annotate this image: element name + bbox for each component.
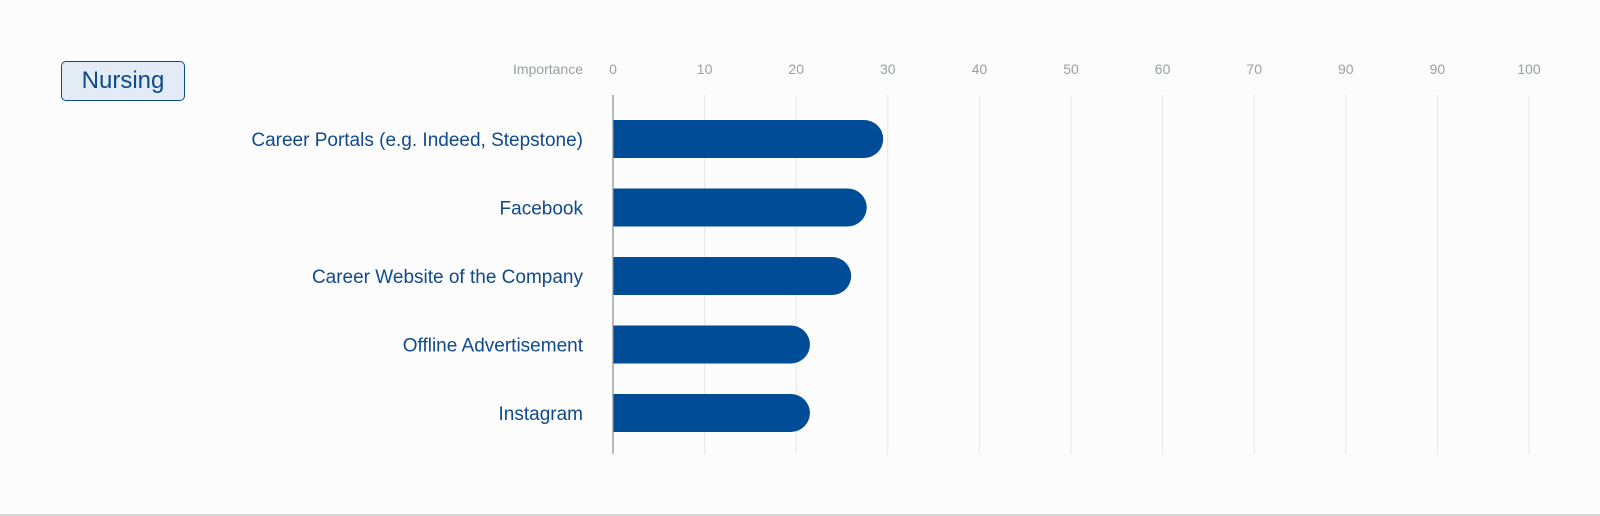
x-tick-label: 50 — [1063, 61, 1079, 77]
x-tick-label: 40 — [972, 61, 988, 77]
x-tick-label: 90 — [1430, 61, 1446, 77]
x-tick-label: 20 — [788, 61, 804, 77]
category-labels: Career Portals (e.g. Indeed, Stepstone) F… — [251, 130, 583, 425]
bottom-divider — [0, 514, 1600, 516]
x-tick-label: 0 — [609, 61, 617, 77]
x-axis-ticks: 0 10 20 30 40 50 60 70 90 90 100 — [609, 61, 1541, 77]
category-badge[interactable]: Nursing — [61, 61, 185, 101]
bar[interactable] — [613, 394, 810, 432]
bar[interactable] — [613, 188, 867, 227]
bar[interactable] — [613, 257, 852, 295]
category-label: Career Portals (e.g. Indeed, Stepstone) — [251, 130, 583, 151]
category-label: Instagram — [499, 404, 583, 425]
x-tick-label: 90 — [1338, 61, 1354, 77]
x-tick-label: 100 — [1517, 61, 1541, 77]
grid-lines — [704, 95, 1530, 454]
x-tick-label: 60 — [1155, 61, 1171, 77]
bar[interactable] — [613, 120, 884, 158]
bars — [613, 120, 884, 432]
bar[interactable] — [613, 325, 810, 364]
x-tick-label: 10 — [697, 61, 713, 77]
x-axis-title: Importance — [513, 61, 583, 77]
x-tick-label: 30 — [880, 61, 896, 77]
category-label: Offline Advertisement — [403, 336, 584, 357]
x-tick-label: 70 — [1246, 61, 1262, 77]
category-label: Facebook — [500, 199, 584, 220]
category-label: Career Website of the Company — [312, 267, 584, 288]
